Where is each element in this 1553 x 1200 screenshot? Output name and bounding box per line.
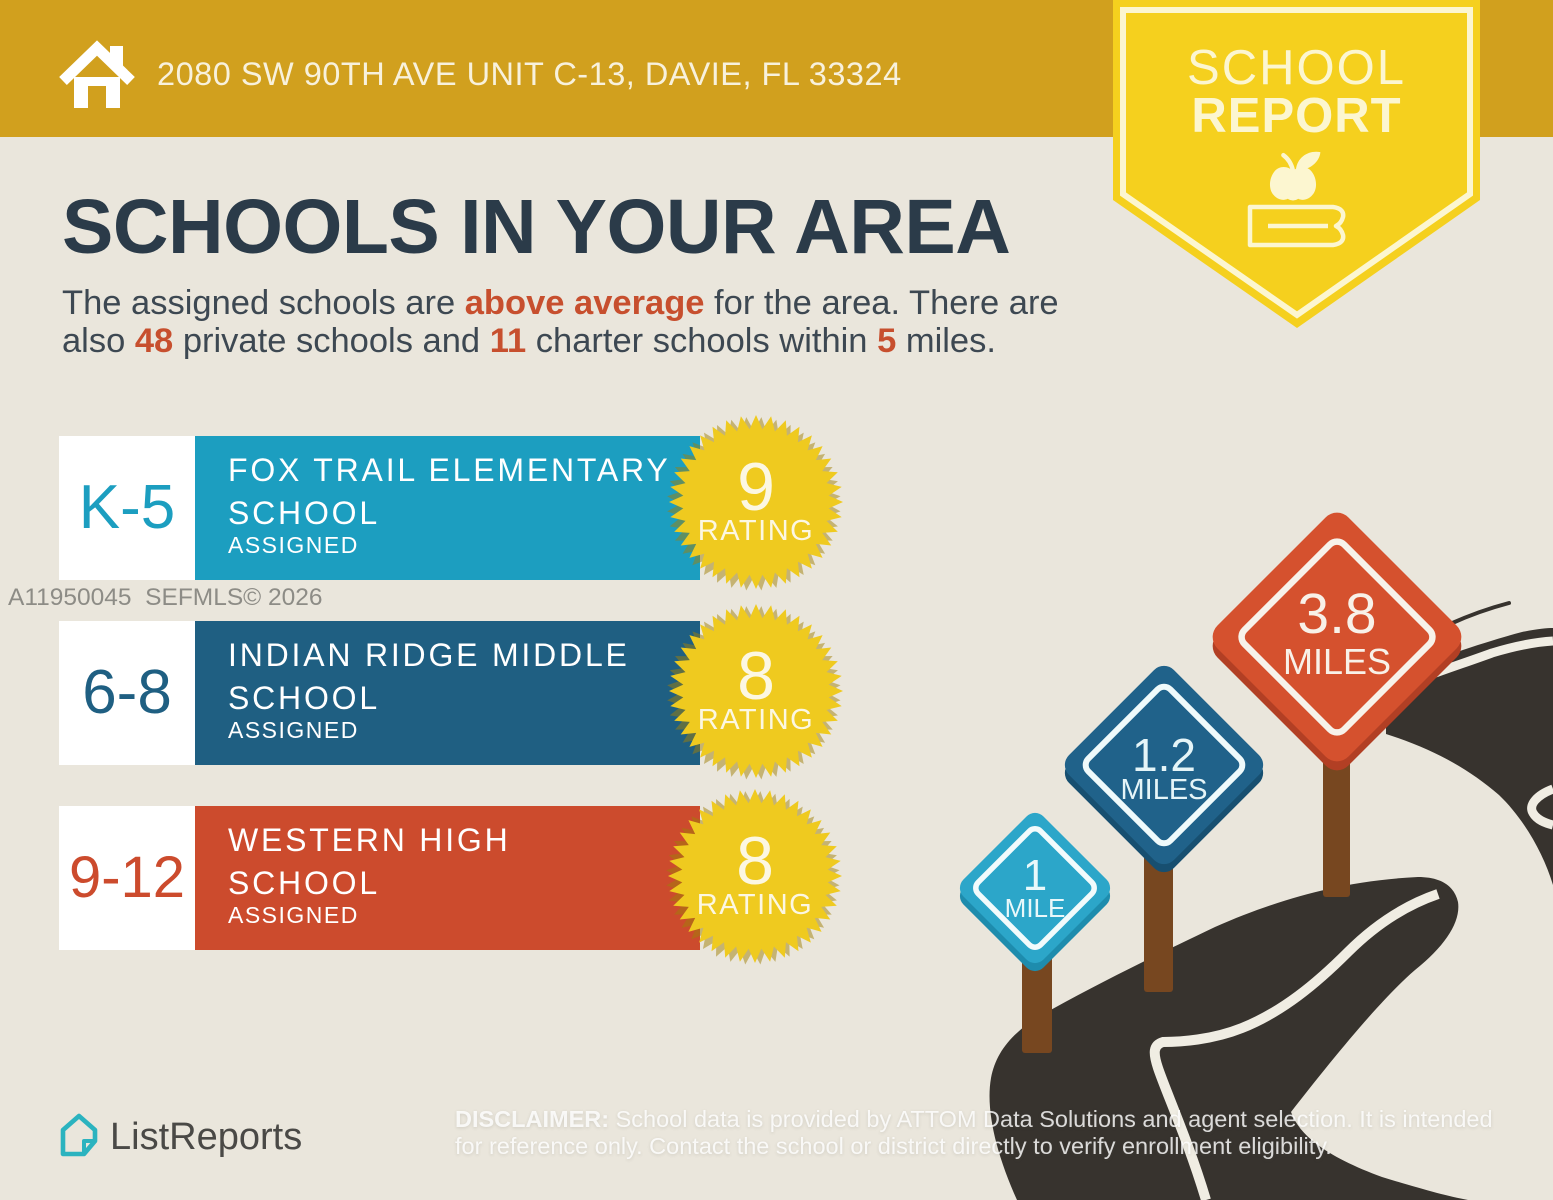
- svg-text:1: 1: [1023, 851, 1047, 900]
- svg-text:RATING: RATING: [698, 704, 814, 736]
- svg-text:RATING: RATING: [697, 889, 813, 921]
- svg-text:3.8: 3.8: [1297, 582, 1376, 646]
- svg-text:MILE: MILE: [1005, 893, 1066, 923]
- svg-text:8: 8: [737, 638, 775, 714]
- svg-text:RATING: RATING: [698, 515, 814, 547]
- svg-text:MILES: MILES: [1120, 774, 1207, 806]
- svg-text:MILES: MILES: [1283, 641, 1391, 682]
- svg-text:1.2: 1.2: [1132, 729, 1196, 781]
- svg-text:9: 9: [737, 449, 775, 525]
- svg-text:8: 8: [736, 823, 774, 899]
